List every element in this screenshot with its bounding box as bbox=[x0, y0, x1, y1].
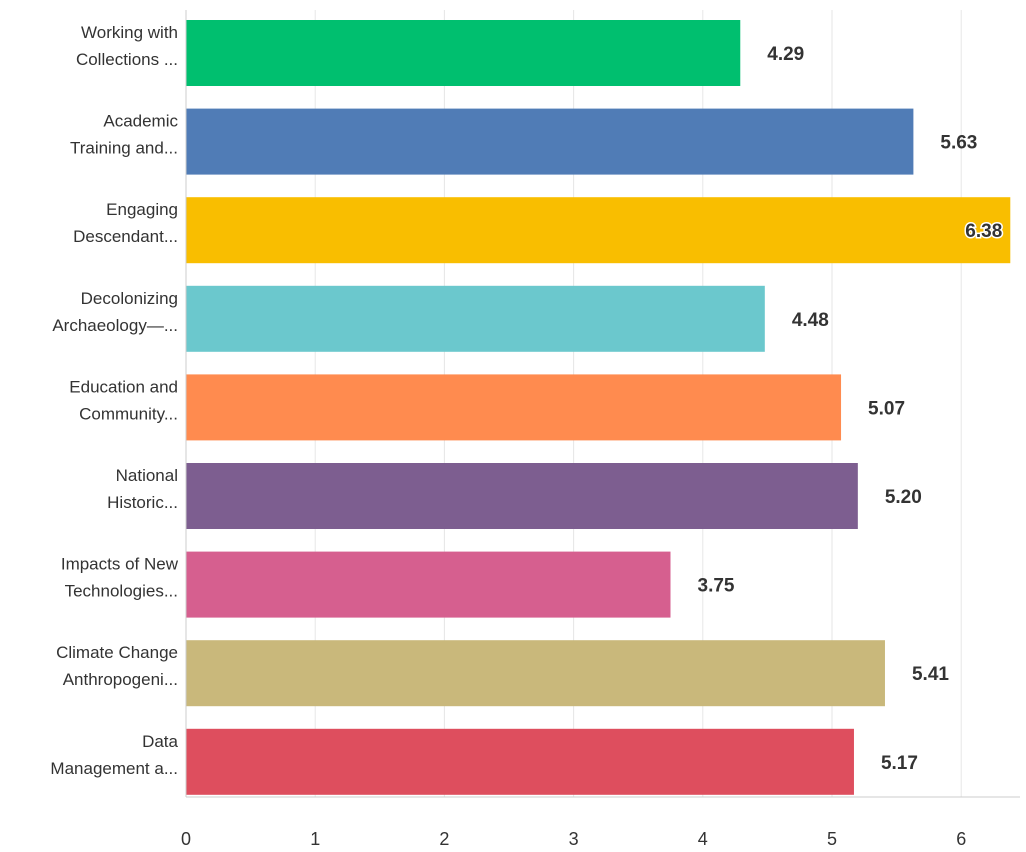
data-label: 6.38 bbox=[965, 221, 1002, 242]
data-label: 5.07 bbox=[868, 398, 905, 419]
bar[interactable] bbox=[186, 285, 765, 352]
category-label: Community... bbox=[79, 404, 178, 423]
x-tick-label: 2 bbox=[439, 829, 449, 849]
bar[interactable] bbox=[186, 374, 842, 441]
labels: 0 1 2 3 4 5 6 Working with Collections ... 4.29 Ac… bbox=[50, 23, 1003, 849]
category-label: Data bbox=[142, 732, 178, 751]
category-label: Historic... bbox=[107, 493, 178, 512]
category-label: National bbox=[116, 466, 178, 485]
bars bbox=[186, 20, 1011, 795]
x-tick-label: 1 bbox=[310, 829, 320, 849]
bar[interactable] bbox=[186, 108, 914, 175]
x-tick-label: 4 bbox=[698, 829, 708, 849]
data-label: 5.20 bbox=[885, 487, 922, 508]
bar[interactable] bbox=[186, 728, 854, 795]
category-label: Anthropogeni... bbox=[63, 670, 178, 689]
bar[interactable] bbox=[186, 551, 671, 618]
bar[interactable] bbox=[186, 197, 1011, 264]
category-label: Climate Change bbox=[56, 643, 178, 662]
x-tick-label: 5 bbox=[827, 829, 837, 849]
category-label: Engaging bbox=[106, 200, 178, 219]
category-label: Management a... bbox=[50, 759, 178, 778]
data-label: 5.41 bbox=[912, 664, 949, 685]
category-label: Education and bbox=[69, 377, 178, 396]
category-label: Working with bbox=[81, 23, 178, 42]
category-label: Academic bbox=[103, 112, 178, 131]
x-tick-label: 3 bbox=[569, 829, 579, 849]
bar[interactable] bbox=[186, 20, 741, 86]
category-label: Impacts of New bbox=[61, 555, 179, 574]
bar[interactable] bbox=[186, 463, 858, 529]
data-label: 3.75 bbox=[698, 576, 735, 597]
data-label: 4.29 bbox=[767, 44, 804, 65]
category-label: Decolonizing bbox=[81, 289, 178, 308]
bar[interactable] bbox=[186, 640, 885, 707]
category-label: Descendant... bbox=[73, 227, 178, 246]
category-label: Archaeology—... bbox=[52, 316, 178, 335]
x-tick-label: 6 bbox=[956, 829, 966, 849]
category-label: Collections ... bbox=[76, 50, 178, 69]
axes bbox=[185, 10, 1020, 798]
data-label: 4.48 bbox=[792, 310, 829, 331]
x-tick-label: 0 bbox=[181, 829, 191, 849]
data-label: 5.17 bbox=[881, 753, 918, 774]
category-label: Technologies... bbox=[65, 582, 178, 601]
data-label: 5.63 bbox=[940, 133, 977, 154]
category-label: Training and... bbox=[70, 139, 178, 158]
